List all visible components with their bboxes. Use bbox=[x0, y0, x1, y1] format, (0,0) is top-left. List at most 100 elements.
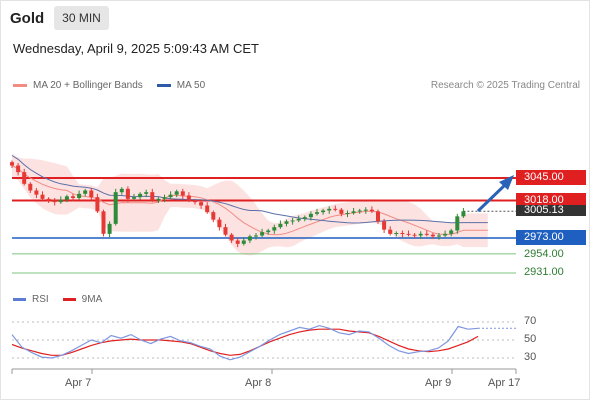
candle bbox=[333, 208, 338, 210]
ma9-swatch bbox=[62, 298, 76, 301]
legend-ma20-label: MA 20 + Bollinger Bands bbox=[33, 80, 143, 91]
candle bbox=[284, 221, 289, 224]
candle bbox=[193, 200, 197, 203]
candle bbox=[443, 233, 448, 236]
candle bbox=[394, 233, 399, 234]
candle bbox=[406, 233, 411, 235]
ma20-swatch bbox=[13, 84, 27, 87]
rsi-line bbox=[11, 324, 479, 361]
candle bbox=[211, 212, 216, 220]
level-tag-current: 3005.13 bbox=[516, 205, 586, 216]
level-tag-2973: 2973.00 bbox=[516, 230, 586, 245]
rsi-ma9-line bbox=[11, 328, 479, 356]
legend-rsi: RSI bbox=[13, 294, 49, 305]
candle bbox=[199, 202, 204, 206]
candle bbox=[125, 188, 130, 199]
timestamp: Wednesday, April 9, 2025 5:09:43 AM CET bbox=[13, 41, 259, 56]
candle bbox=[461, 211, 466, 217]
candle bbox=[321, 210, 326, 213]
candle bbox=[64, 196, 69, 200]
rsi-swatch bbox=[13, 298, 26, 301]
candle bbox=[302, 217, 307, 219]
candle bbox=[162, 197, 167, 199]
rsi-tick-50: 50 bbox=[524, 333, 537, 345]
x-tick-apr9: Apr 9 bbox=[425, 377, 452, 389]
candle bbox=[418, 233, 423, 236]
legend-ma9-label: 9MA bbox=[81, 294, 103, 305]
candle bbox=[437, 235, 441, 237]
candle bbox=[22, 172, 27, 184]
candle bbox=[101, 211, 106, 234]
candle bbox=[254, 235, 258, 237]
legend-ma20: MA 20 + Bollinger Bands bbox=[13, 80, 143, 91]
candle bbox=[296, 218, 301, 221]
candle bbox=[58, 199, 63, 203]
candle bbox=[16, 165, 21, 173]
candle bbox=[369, 209, 374, 212]
level-label-2931: 2931.00 bbox=[524, 266, 564, 278]
legend-rsi-label: RSI bbox=[32, 294, 49, 305]
candle bbox=[345, 213, 350, 214]
candle bbox=[83, 190, 88, 194]
candle bbox=[400, 233, 405, 234]
candle bbox=[132, 197, 136, 199]
rsi-tick-70: 70 bbox=[524, 315, 537, 327]
x-tick-apr7: Apr 7 bbox=[65, 377, 92, 389]
interval-badge[interactable]: 30 MIN bbox=[54, 6, 109, 30]
candle bbox=[10, 162, 14, 166]
candle bbox=[144, 192, 149, 194]
candle bbox=[278, 223, 283, 228]
candle bbox=[266, 230, 271, 233]
candle bbox=[272, 227, 277, 231]
candle bbox=[260, 232, 265, 236]
price-legend: MA 20 + Bollinger Bands MA 50 bbox=[13, 80, 219, 91]
candle bbox=[28, 183, 33, 191]
candle bbox=[424, 233, 429, 235]
x-tick-apr17: Apr 17 bbox=[488, 377, 521, 389]
candle bbox=[46, 198, 51, 201]
legend-ma9: 9MA bbox=[62, 294, 103, 305]
candle bbox=[351, 211, 356, 213]
ma50-swatch bbox=[156, 84, 171, 87]
level-label-2954: 2954.00 bbox=[524, 248, 564, 260]
candle bbox=[186, 195, 191, 201]
candle bbox=[138, 193, 143, 198]
legend-ma50-label: MA 50 bbox=[176, 80, 206, 91]
candle bbox=[327, 208, 332, 211]
candle bbox=[290, 220, 295, 222]
candle bbox=[430, 234, 435, 237]
candle bbox=[180, 191, 185, 196]
candle bbox=[382, 221, 387, 230]
candle bbox=[412, 234, 417, 236]
research-credit: Research © 2025 Trading Central bbox=[430, 80, 580, 91]
chart-header: Gold 30 MIN bbox=[0, 0, 590, 36]
candle bbox=[229, 234, 234, 241]
rsi-legend: RSI 9MA bbox=[13, 294, 116, 305]
candle bbox=[77, 193, 82, 198]
candle bbox=[339, 209, 344, 214]
candle bbox=[247, 236, 252, 241]
candle bbox=[119, 188, 124, 193]
forecast-arrow-head bbox=[499, 175, 514, 190]
candle bbox=[113, 192, 118, 224]
candle bbox=[156, 198, 161, 201]
forecast-arrow bbox=[476, 181, 509, 213]
symbol-title: Gold bbox=[10, 9, 45, 27]
candle bbox=[217, 219, 222, 228]
candle bbox=[205, 205, 210, 213]
candle bbox=[52, 200, 57, 203]
candle bbox=[449, 230, 454, 234]
candle bbox=[308, 213, 313, 218]
candle bbox=[315, 212, 319, 214]
candle bbox=[174, 191, 179, 195]
candle bbox=[95, 197, 100, 212]
candle bbox=[235, 240, 240, 244]
candle bbox=[455, 216, 460, 231]
bollinger-band bbox=[12, 153, 488, 256]
level-tag-3045: 3045.00 bbox=[516, 170, 586, 185]
candle bbox=[241, 240, 246, 244]
candle bbox=[363, 209, 368, 211]
candle bbox=[150, 192, 155, 201]
legend-ma50: MA 50 bbox=[156, 80, 206, 91]
